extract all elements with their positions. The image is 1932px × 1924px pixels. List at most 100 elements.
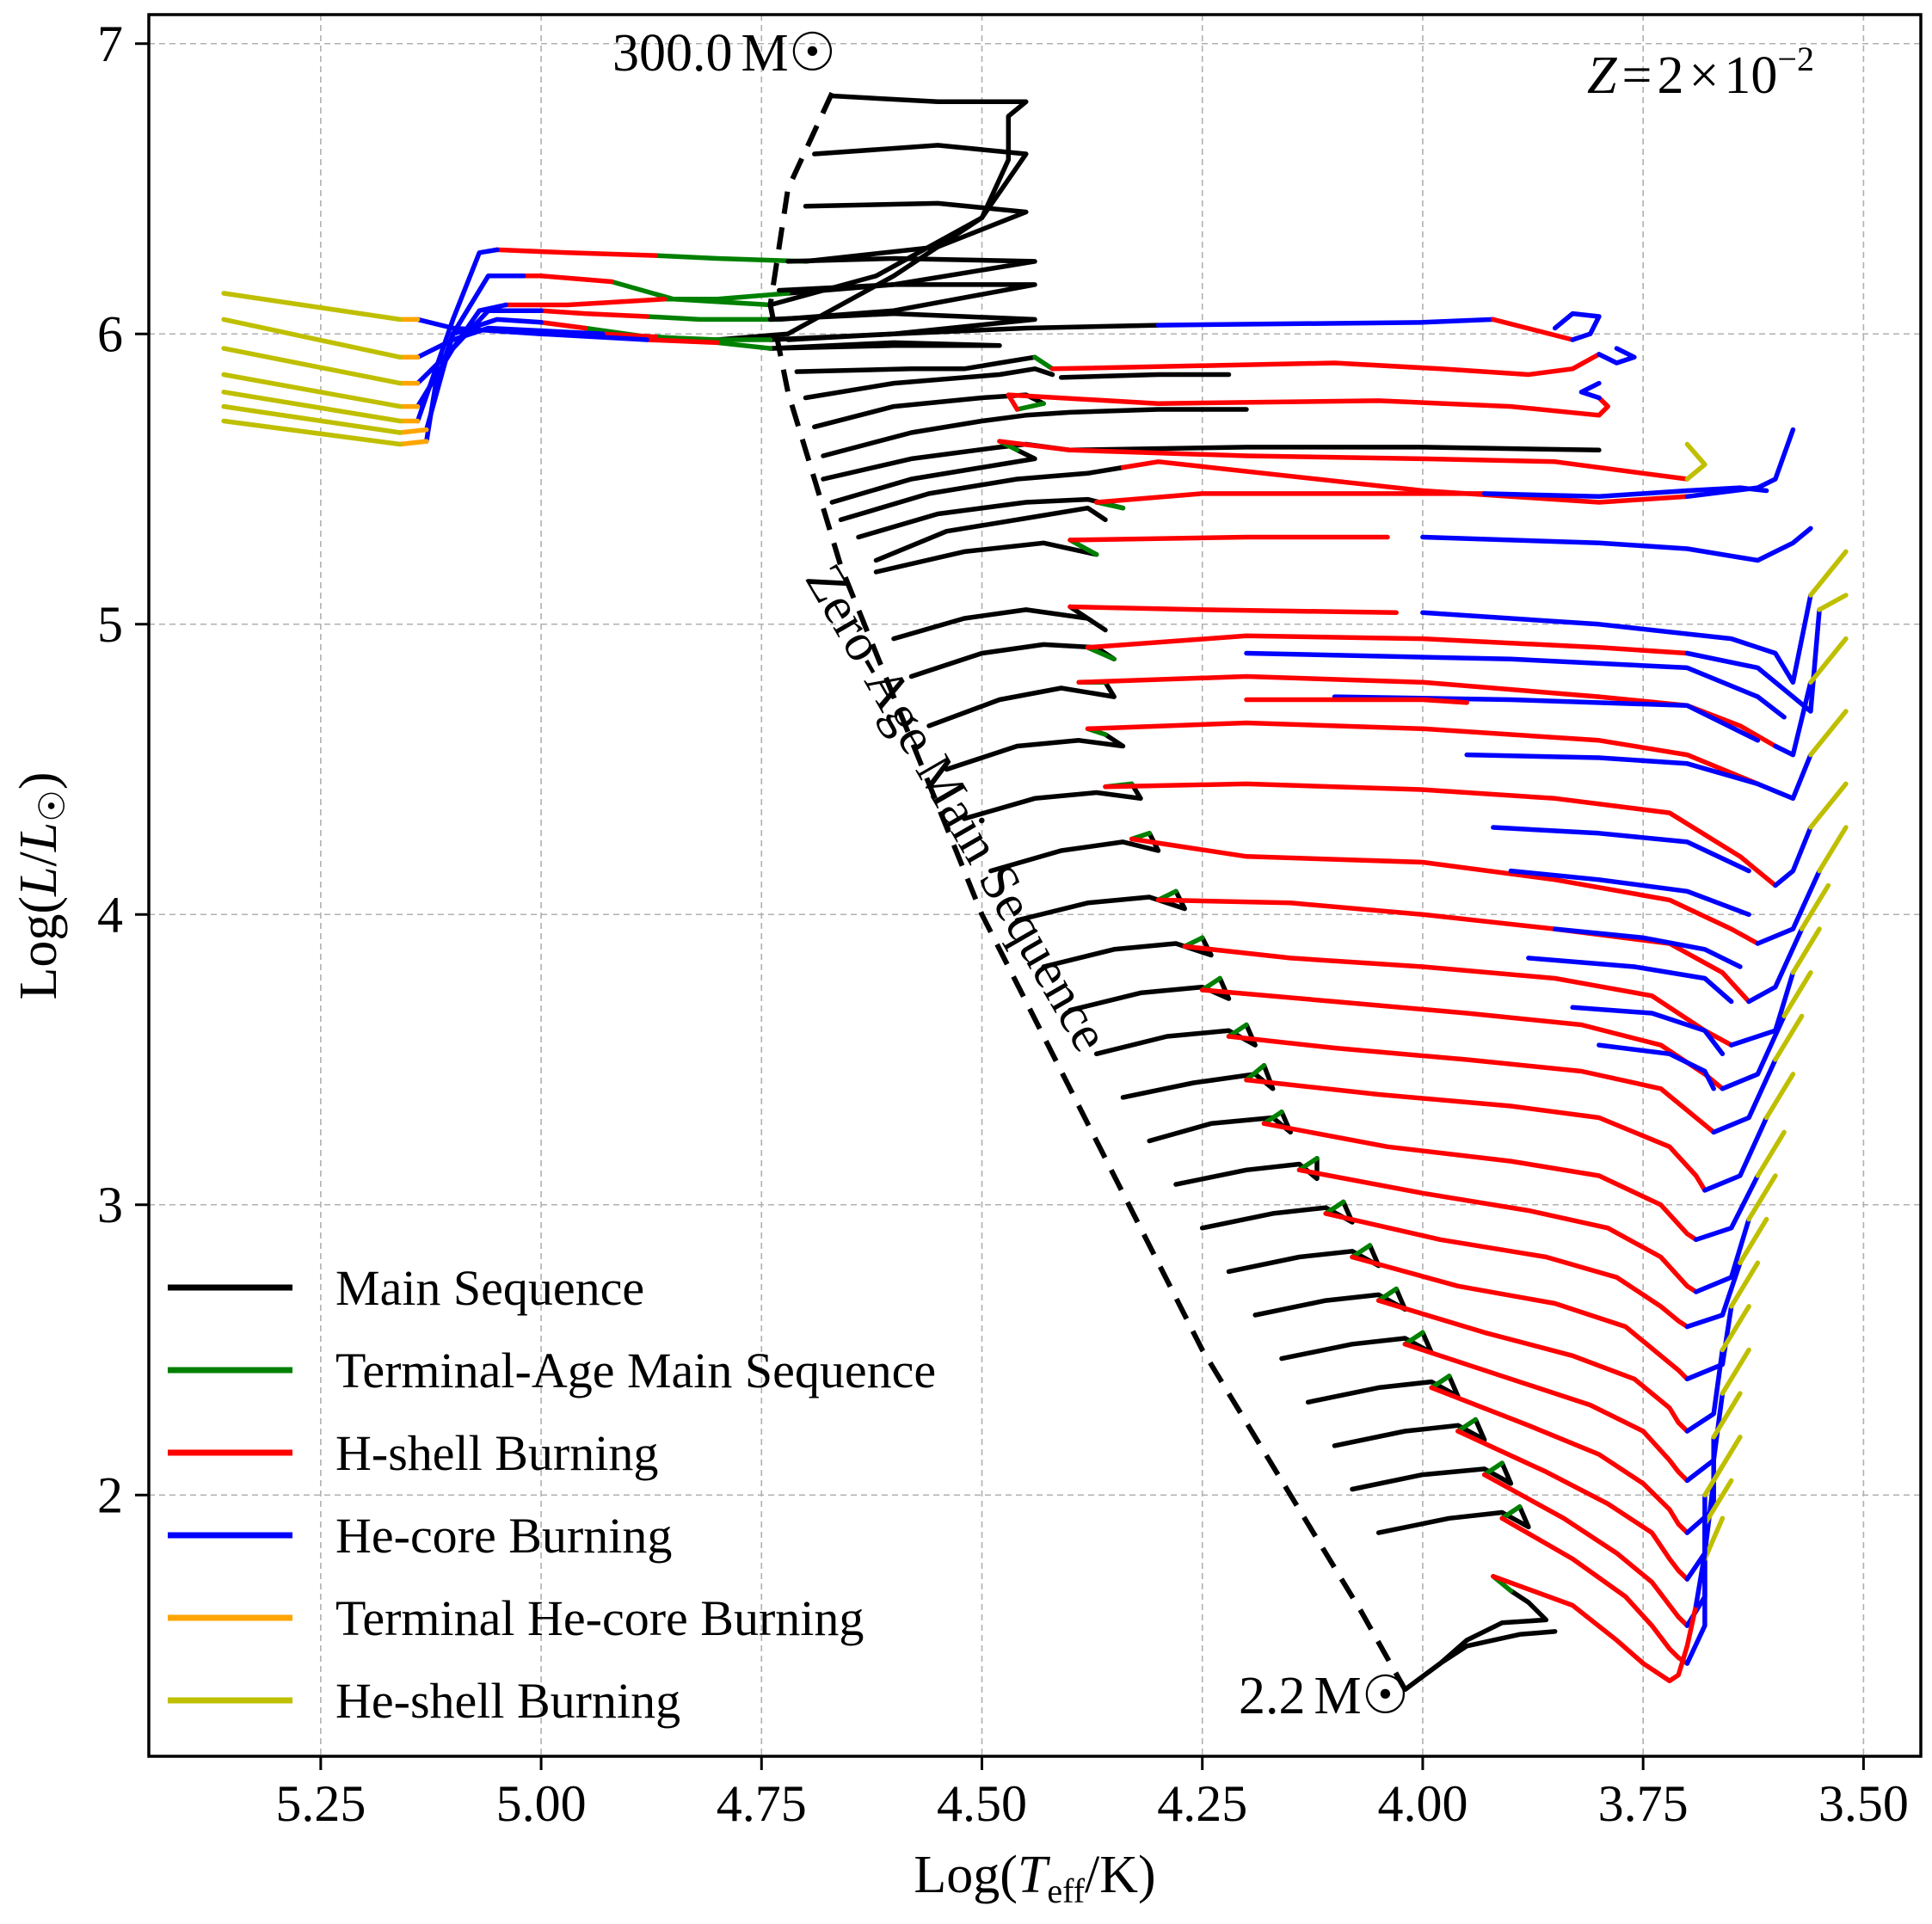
track-segment-hecore bbox=[1711, 1057, 1778, 1135]
track-segment-heshell bbox=[221, 291, 403, 323]
track-segment-theco bbox=[397, 439, 429, 447]
evolution-track bbox=[1332, 694, 1761, 743]
track-segment-ms bbox=[1014, 888, 1187, 923]
track-segment-hecore bbox=[415, 247, 500, 424]
track-segment-hecore bbox=[1570, 1005, 1726, 1057]
legend-label-hecore: He-core Burning bbox=[335, 1508, 672, 1564]
track-segment-tams bbox=[715, 340, 773, 351]
track-segment-heshell bbox=[221, 390, 403, 424]
track-segment-hshell bbox=[1068, 604, 1399, 616]
track-segment-theco bbox=[397, 427, 429, 435]
track-segment-hecore bbox=[1728, 970, 1796, 1048]
track-segment-hshell bbox=[1103, 781, 1778, 888]
x-tick-label: 3.50 bbox=[1818, 1775, 1909, 1832]
track-segment-heshell bbox=[1755, 1129, 1787, 1178]
evolution-track bbox=[1402, 1629, 1558, 1693]
track-segment-tams bbox=[1350, 1243, 1373, 1260]
track-segment-heshell bbox=[1738, 1216, 1769, 1266]
track-segment-hecore bbox=[424, 317, 544, 444]
evolution-track bbox=[856, 485, 1769, 540]
track-segment-hshell bbox=[1226, 1034, 1716, 1135]
track-segment-ms bbox=[803, 366, 1055, 401]
track-segment-tams bbox=[1244, 1063, 1267, 1083]
track-segment-hshell bbox=[600, 331, 659, 340]
track-segment-heshell bbox=[1817, 593, 1849, 612]
track-segment-heshell bbox=[1817, 825, 1849, 874]
track-segment-ms bbox=[821, 407, 1249, 458]
evolution-track bbox=[1244, 650, 1787, 720]
track-segment-hecore bbox=[1693, 1173, 1761, 1243]
track-segment-hecore bbox=[1684, 1556, 1707, 1666]
evolution-track bbox=[1491, 825, 1751, 874]
y-tick-label: 6 bbox=[97, 305, 123, 362]
evolution-track bbox=[1508, 868, 1751, 918]
track-segment-ms bbox=[1252, 1286, 1408, 1318]
x-tick-label: 5.25 bbox=[275, 1775, 366, 1832]
evolution-track bbox=[1199, 1199, 1769, 1330]
track-segment-ms bbox=[1199, 1199, 1355, 1231]
x-tick-label: 3.75 bbox=[1598, 1775, 1689, 1832]
track-segment-hshell bbox=[1244, 697, 1469, 705]
track-segment-hshell bbox=[1481, 1472, 1690, 1628]
legend-label-tams: Terminal-Age Main Sequence bbox=[335, 1343, 936, 1398]
track-segment-hecore bbox=[1720, 1013, 1787, 1091]
y-axis-label: Log(L/L☉) bbox=[9, 771, 73, 999]
track-segment-tams bbox=[1481, 1460, 1504, 1478]
track-segment-heshell bbox=[221, 418, 403, 447]
track-segment-hshell bbox=[1199, 987, 1726, 1091]
track-segment-tams bbox=[1402, 1330, 1425, 1347]
track-segment-hecore bbox=[1702, 1115, 1769, 1193]
evolution-tracks bbox=[221, 93, 1849, 1693]
track-segment-hshell bbox=[1323, 1211, 1690, 1330]
track-segment-ms bbox=[944, 732, 1126, 772]
evolution-track bbox=[829, 439, 1707, 505]
track-segment-hshell bbox=[1296, 1167, 1699, 1294]
evolution-track bbox=[812, 380, 1610, 430]
evolution-track bbox=[962, 781, 1849, 888]
track-segment-ms bbox=[1279, 1330, 1434, 1362]
track-segment-ms bbox=[1402, 1629, 1558, 1693]
track-segment-ms bbox=[794, 354, 1037, 374]
evolution-track bbox=[1332, 1417, 1743, 1582]
track-segment-heshell bbox=[1746, 1173, 1778, 1222]
track-segment-hecore bbox=[1597, 346, 1637, 366]
track-segment-hecore bbox=[424, 274, 526, 433]
track-segment-tams bbox=[1068, 538, 1099, 557]
track-segment-heshell bbox=[1808, 781, 1849, 830]
track-segment-hshell bbox=[1120, 459, 1690, 505]
track-segment-hshell bbox=[1402, 1342, 1690, 1484]
track-segment-hshell bbox=[1455, 1429, 1690, 1582]
track-segment-hecore bbox=[1684, 1391, 1726, 1484]
track-segment-hecore bbox=[1155, 317, 1496, 328]
legend-label-theco: Terminal He-core Burning bbox=[335, 1590, 864, 1646]
track-segment-hecore bbox=[1481, 485, 1769, 500]
evolution-track bbox=[1570, 1005, 1726, 1057]
track-segment-tams bbox=[1014, 401, 1046, 412]
evolution-track bbox=[1464, 752, 1761, 787]
track-segment-hshell bbox=[1093, 491, 1487, 505]
evolution-track bbox=[944, 709, 1849, 802]
evolution-track bbox=[1226, 1243, 1761, 1382]
evolution-track bbox=[1552, 926, 1743, 969]
track-segment-heshell bbox=[221, 403, 403, 435]
y-tick-label: 2 bbox=[97, 1466, 123, 1523]
x-tick-label: 4.50 bbox=[937, 1775, 1027, 1832]
track-segment-heshell bbox=[1684, 441, 1707, 482]
track-segment-heshell bbox=[1781, 970, 1813, 1019]
track-segment-hshell bbox=[1491, 317, 1575, 342]
track-segment-ms bbox=[1173, 1156, 1320, 1187]
top-mass-label: 300.0 M☉ bbox=[612, 24, 836, 83]
x-tick-label: 4.00 bbox=[1377, 1775, 1467, 1832]
track-segment-hshell bbox=[520, 274, 614, 285]
track-segment-ms bbox=[1058, 372, 1232, 380]
track-segment-hecore bbox=[1597, 1042, 1716, 1091]
track-segment-heshell bbox=[1808, 709, 1849, 758]
track-segment-heshell bbox=[1808, 636, 1849, 685]
track-segment-hecore bbox=[415, 325, 606, 360]
track-segment-tams bbox=[1032, 354, 1055, 372]
track-segment-ms bbox=[1375, 1504, 1531, 1535]
track-segment-hecore bbox=[1755, 752, 1813, 802]
track-segment-heshell bbox=[1763, 1072, 1796, 1121]
track-segment-ms bbox=[1350, 1460, 1514, 1492]
